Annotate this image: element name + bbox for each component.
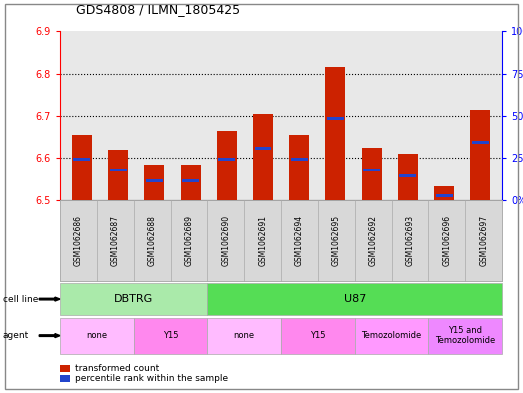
Text: DBTRG: DBTRG (114, 294, 153, 304)
Text: Temozolomide: Temozolomide (361, 331, 422, 340)
Bar (218, 158, 235, 160)
Text: GSM1062687: GSM1062687 (111, 215, 120, 266)
Bar (255, 147, 271, 151)
Text: Y15 and
Temozolomide: Y15 and Temozolomide (435, 326, 495, 345)
Text: GSM1062688: GSM1062688 (147, 215, 157, 266)
Text: GSM1062694: GSM1062694 (295, 215, 304, 266)
Text: GSM1062697: GSM1062697 (479, 215, 488, 266)
Text: U87: U87 (344, 294, 366, 304)
Bar (72, 135, 92, 200)
Text: GSM1062690: GSM1062690 (221, 215, 230, 266)
Text: Y15: Y15 (163, 331, 178, 340)
Text: GSM1062696: GSM1062696 (442, 215, 451, 266)
Bar (363, 169, 380, 171)
Bar (180, 165, 200, 200)
Bar (362, 148, 382, 200)
Text: none: none (86, 331, 108, 340)
Text: percentile rank within the sample: percentile rank within the sample (75, 374, 228, 383)
Bar (108, 150, 128, 200)
Bar (253, 114, 273, 200)
Bar (73, 158, 90, 160)
Bar (217, 131, 237, 200)
Text: transformed count: transformed count (75, 364, 159, 373)
Text: GSM1062693: GSM1062693 (405, 215, 415, 266)
Bar (472, 141, 489, 145)
Bar (325, 67, 345, 200)
Text: GSM1062695: GSM1062695 (332, 215, 341, 266)
Bar (144, 165, 164, 200)
Text: none: none (234, 331, 255, 340)
Text: GSM1062692: GSM1062692 (369, 215, 378, 266)
Bar (289, 135, 309, 200)
Bar (182, 179, 199, 182)
Text: GDS4808 / ILMN_1805425: GDS4808 / ILMN_1805425 (76, 3, 240, 16)
Bar (434, 185, 454, 200)
Text: GSM1062691: GSM1062691 (258, 215, 267, 266)
Bar (398, 154, 418, 200)
Text: Y15: Y15 (310, 331, 326, 340)
Bar (470, 110, 490, 200)
Bar (400, 174, 416, 176)
Text: GSM1062689: GSM1062689 (185, 215, 194, 266)
Bar (291, 158, 308, 160)
Text: cell line: cell line (3, 295, 38, 303)
Bar (146, 179, 163, 182)
Text: GSM1062686: GSM1062686 (74, 215, 83, 266)
Text: agent: agent (3, 331, 29, 340)
Bar (436, 194, 452, 197)
Bar (327, 117, 344, 119)
Bar (110, 169, 127, 171)
